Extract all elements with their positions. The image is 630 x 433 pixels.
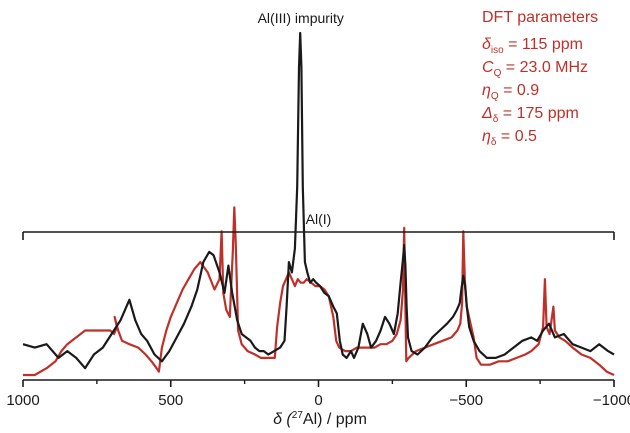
x-tick-label: −1000 — [593, 392, 630, 409]
al-i-range-bracket — [22, 231, 615, 240]
dft-parameter-line: ηQ = 0.9 — [482, 82, 539, 102]
dft-parameter-line: ηδ = 0.5 — [482, 128, 537, 148]
x-axis-label: δ (27Al) / ppm — [273, 410, 367, 428]
al-i-range-label: Al(I) — [306, 211, 332, 227]
x-tick-label: 0 — [314, 392, 322, 409]
experimental-series-line — [22, 31, 615, 370]
x-tick-label: 500 — [158, 392, 183, 409]
dft-parameter-line: δiso = 115 ppm — [482, 36, 583, 56]
x-axis-ticks: 1000 500 0 −500 −1000 — [6, 380, 630, 409]
dft-parameters-title: DFT parameters — [482, 9, 598, 26]
dft-parameter-line: Δδ = 175 ppm — [481, 105, 579, 125]
dft-parameter-line: CQ = 23.0 MHz — [482, 59, 588, 79]
al-iii-impurity-label: Al(III) impurity — [258, 10, 344, 26]
dft-parameters-panel: DFT parameters δiso = 115 ppm CQ = 23.0 M… — [481, 9, 598, 148]
x-tick-label: 1000 — [6, 392, 39, 409]
x-tick-label: −500 — [449, 392, 483, 409]
